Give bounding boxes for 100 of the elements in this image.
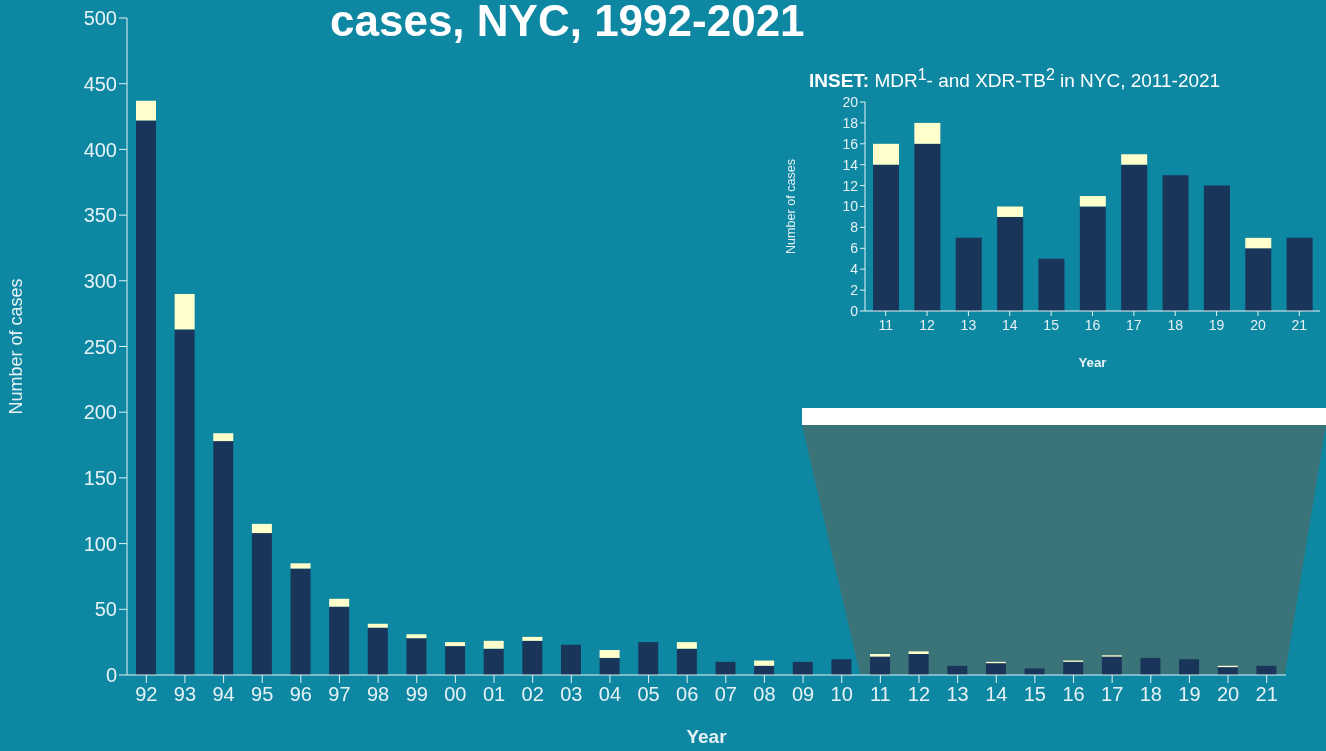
bar [1024, 668, 1045, 675]
bar [914, 123, 941, 145]
x-tick-label: 16 [1062, 683, 1085, 706]
x-tick-label: 18 [1139, 683, 1162, 706]
x-tick-label: 03 [560, 683, 583, 706]
x-tick-label: 95 [251, 683, 274, 706]
x-tick-label: 02 [521, 683, 544, 706]
bar [1121, 154, 1148, 166]
y-tick-label: 20 [842, 94, 859, 111]
x-tick-label: 01 [482, 683, 506, 706]
y-tick-label: 16 [842, 136, 859, 153]
bar [985, 663, 1006, 675]
x-tick-label: 11 [869, 683, 891, 706]
y-tick-label: 18 [842, 115, 859, 132]
bar [1179, 659, 1200, 675]
bar [367, 623, 388, 628]
y-tick-label: 0 [850, 303, 859, 320]
y-tick-label: 6 [850, 240, 859, 257]
bar [406, 634, 427, 639]
x-tick-label: 21 [1255, 683, 1278, 706]
bar [831, 659, 852, 675]
bar [1140, 657, 1161, 675]
y-tick-label: 2 [850, 282, 859, 299]
x-tick-label: 12 [919, 317, 936, 334]
x-tick-label: 05 [637, 683, 660, 706]
bar [174, 329, 195, 675]
bar [174, 293, 195, 330]
bar [638, 642, 659, 675]
bar [445, 642, 466, 647]
x-tick-label: 13 [946, 683, 969, 706]
x-tick-label: 19 [1208, 317, 1225, 334]
bar [136, 120, 156, 675]
bar [873, 165, 899, 312]
x-tick-label: 98 [366, 683, 390, 706]
y-axis-title: Number of cases [6, 278, 27, 415]
chart-title: cases, NYC, 1992-2021 [330, 0, 805, 46]
bar [522, 640, 543, 675]
bar [870, 653, 891, 657]
bar [997, 206, 1024, 218]
bar [908, 653, 929, 675]
y-tick-label: 4 [850, 261, 859, 278]
y-tick-label: 10 [842, 198, 859, 215]
x-tick-label: 00 [444, 683, 467, 706]
x-axis-title: Year [686, 726, 728, 747]
bar [914, 144, 941, 312]
bar [754, 660, 775, 666]
bar [908, 651, 929, 654]
x-tick-label: 09 [791, 683, 815, 706]
bar [213, 433, 234, 442]
bar [483, 648, 504, 675]
x-tick-label: 17 [1126, 317, 1142, 334]
bar [599, 657, 620, 675]
x-tick-label: 07 [714, 683, 737, 706]
bar [1286, 238, 1313, 312]
x-axis-title: Year [1078, 355, 1107, 371]
y-tick-label: 100 [83, 532, 117, 555]
bar [251, 523, 272, 534]
x-tick-label: 97 [328, 683, 351, 706]
bar [1203, 185, 1230, 312]
y-tick-label: 200 [83, 401, 117, 424]
bar [676, 648, 697, 675]
y-tick-label: 14 [842, 157, 859, 173]
x-tick-label: 13 [960, 317, 977, 334]
bar [290, 563, 311, 569]
x-tick-label: 14 [1001, 317, 1018, 334]
bar [792, 661, 813, 675]
bar [483, 640, 504, 649]
x-tick-label: 92 [135, 683, 158, 706]
x-tick-label: 14 [985, 683, 1008, 706]
y-tick-label: 50 [94, 598, 117, 621]
bar [329, 606, 350, 675]
bar [676, 642, 697, 649]
x-tick-label: 93 [173, 683, 197, 706]
bar [715, 661, 736, 675]
x-tick-label: 16 [1084, 317, 1101, 334]
x-tick-label: 08 [753, 683, 776, 706]
x-tick-label: 94 [212, 683, 235, 706]
bar [1245, 248, 1272, 312]
bar [290, 568, 311, 675]
y-tick-label: 300 [83, 269, 117, 292]
bar [955, 238, 982, 312]
x-tick-label: 17 [1101, 683, 1124, 706]
bar [213, 441, 234, 675]
y-tick-label: 250 [83, 335, 117, 358]
bar [329, 598, 350, 607]
y-axis-title: Number of cases [784, 159, 799, 255]
bar [251, 533, 272, 675]
y-tick-label: 150 [83, 467, 117, 489]
bar [997, 217, 1024, 312]
y-tick-label: 450 [83, 72, 117, 95]
bar [367, 627, 388, 675]
bar [599, 650, 620, 658]
bar [870, 656, 891, 675]
x-tick-label: 20 [1216, 683, 1240, 706]
bar [136, 100, 156, 121]
bar [560, 644, 581, 675]
bar [1063, 661, 1084, 675]
x-tick-label: 96 [289, 683, 312, 706]
x-tick-label: 20 [1250, 317, 1266, 334]
x-tick-label: 12 [907, 683, 931, 706]
